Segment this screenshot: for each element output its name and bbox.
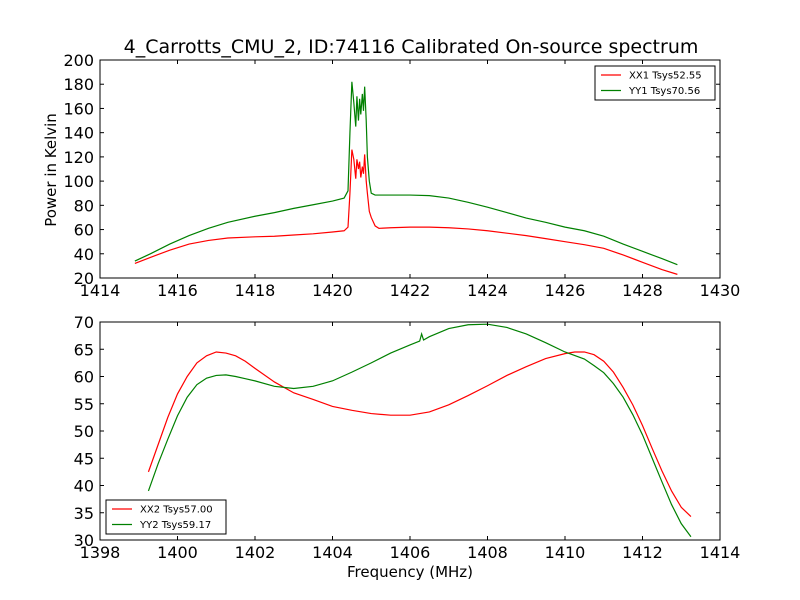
- legend-frame: [105, 499, 227, 535]
- x-tick-label: 1414: [700, 543, 741, 562]
- x-tick-label: 1422: [390, 281, 431, 300]
- x-tick-label: 1414: [80, 281, 121, 300]
- y-tick-label: 60: [74, 368, 94, 387]
- x-tick-label: 1412: [622, 543, 663, 562]
- y-tick-label: 40: [74, 245, 94, 264]
- x-tick-label: 1430: [700, 281, 741, 300]
- y-tick-label: 40: [74, 477, 94, 496]
- y-tick-label: 160: [63, 99, 94, 118]
- legend-label: YY2 Tsys59.17: [139, 520, 211, 531]
- legend-label: YY1 Tsys70.56: [628, 86, 700, 97]
- legend-label: XX1 Tsys52.55: [629, 71, 702, 82]
- panel-1: 1414 1416 1418 1420 1422 1424 1426 1428 1430 20 40…: [63, 51, 740, 300]
- x-tick-label: 1398: [80, 543, 121, 562]
- y-tick-label: 35: [74, 504, 94, 523]
- y-axis-label: Power in Kelvin: [42, 113, 60, 227]
- x-tick-label: 1410: [545, 543, 586, 562]
- y-tick-label: 55: [74, 395, 94, 414]
- x-tick-label: 1424: [467, 281, 508, 300]
- x-tick-label: 1418: [235, 281, 276, 300]
- x-tick-label: 1400: [157, 543, 198, 562]
- x-tick-label: 1408: [467, 543, 508, 562]
- series-line-1: [147, 351, 692, 518]
- chart-title: 4_Carrotts_CMU_2, ID:74116 Calibrated On…: [124, 36, 699, 58]
- x-tick-label: 1420: [312, 281, 353, 300]
- legend: XX2 Tsys57.00 YY2 Tsys59.17: [105, 499, 227, 535]
- y-tick-label: 65: [74, 340, 94, 359]
- y-tick-label: 70: [74, 313, 94, 332]
- x-tick-label: 1416: [157, 281, 198, 300]
- legend-frame: [594, 65, 716, 101]
- y-tick-label: 50: [74, 422, 94, 441]
- legend: XX1 Tsys52.55 YY1 Tsys70.56: [594, 65, 716, 101]
- y-tick-label: 120: [63, 148, 94, 167]
- series-line-2: [134, 81, 678, 266]
- x-tick-label: 1428: [622, 281, 663, 300]
- panels-container: 1414 1416 1418 1420 1422 1424 1426 1428 1430 20 40…: [63, 51, 740, 562]
- y-tick-label: 20: [74, 269, 94, 288]
- y-tick-label: 30: [74, 531, 94, 550]
- x-tick-label: 1402: [235, 543, 276, 562]
- y-tick-label: 80: [74, 196, 94, 215]
- legend-label: XX2 Tsys57.00: [140, 505, 213, 516]
- y-tick-label: 100: [63, 172, 94, 191]
- x-axis-label: Frequency (MHz): [347, 563, 473, 581]
- x-tick-label: 1406: [390, 543, 431, 562]
- y-tick-label: 200: [63, 51, 94, 70]
- x-tick-label: 1404: [312, 543, 353, 562]
- series-line-2: [147, 323, 692, 538]
- y-tick-label: 140: [63, 124, 94, 143]
- x-tick-label: 1426: [545, 281, 586, 300]
- y-tick-label: 45: [74, 449, 94, 468]
- series-line-1: [134, 149, 678, 275]
- panel-2: 1398 1400 1402 1404 1406 1408 1410 1412 1414 30 35…: [74, 313, 741, 562]
- y-tick-label: 180: [63, 75, 94, 94]
- y-tick-label: 60: [74, 221, 94, 240]
